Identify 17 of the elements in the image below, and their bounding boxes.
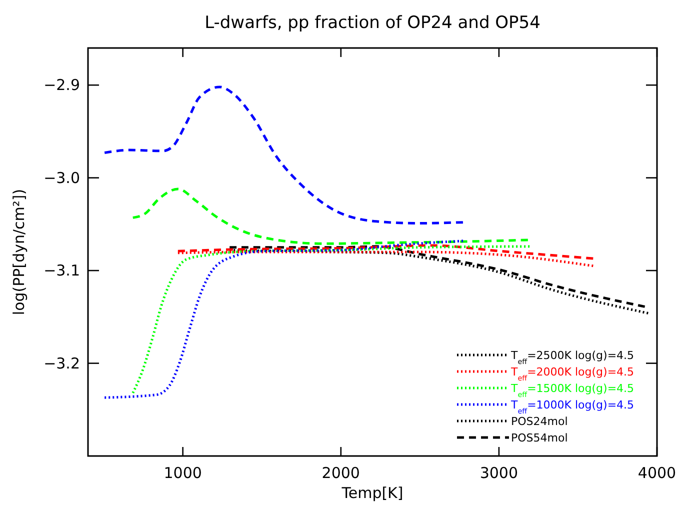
legend-label: T$_{eff}$=1000K log(g)=4.5 xyxy=(510,398,634,415)
x-tick-label: 2000 xyxy=(322,464,360,482)
legend-label: T$_{eff}$=2000K log(g)=4.5 xyxy=(510,366,634,382)
legend-label: T$_{eff}$=1500K log(g)=4.5 xyxy=(510,382,634,398)
annotation: POS54mol xyxy=(511,432,568,444)
y-axis-title: log(PP[dyn/cm²]) xyxy=(10,188,28,316)
legend-label: T$_{eff}$=2500K log(g)=4.5 xyxy=(510,349,634,366)
x-tick-label: 4000 xyxy=(638,464,676,482)
chart-title: L-dwarfs, pp fraction of OP24 and OP54 xyxy=(204,13,540,33)
x-axis-title: Temp[K] xyxy=(340,484,404,502)
x-tick-label: 1000 xyxy=(164,464,202,482)
annotation: POS24mol xyxy=(511,415,568,428)
y-tick-label: −3.1 xyxy=(44,262,80,280)
y-tick-label: −3.2 xyxy=(44,354,80,372)
x-tick-label: 3000 xyxy=(480,464,518,482)
y-tick-label: −3.0 xyxy=(44,168,80,187)
y-tick-label: −2.9 xyxy=(44,76,80,94)
